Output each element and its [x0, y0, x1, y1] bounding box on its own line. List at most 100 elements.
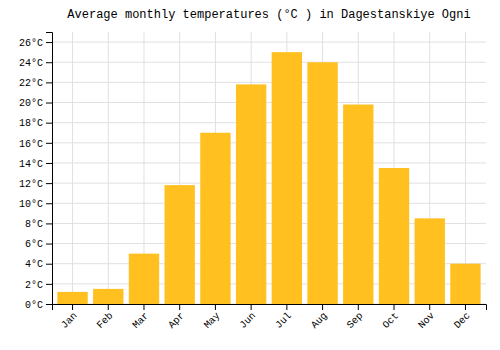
grid-line — [52, 42, 486, 43]
tick-label: Jan — [59, 310, 80, 331]
x-axis: Jan Feb Mar Apr May Jun Jul Aug Sep Oct Nov Dec — [53, 304, 487, 331]
tick: 26°C — [19, 38, 52, 49]
tick-mark — [465, 304, 466, 310]
grid — [52, 32, 486, 304]
tick: 18°C — [19, 118, 52, 129]
tick: Jun — [238, 304, 259, 331]
grid-line — [52, 102, 486, 103]
tick-label: Nov — [416, 310, 437, 331]
tick: Sep — [345, 304, 366, 331]
tick-label: 4°C — [25, 259, 43, 270]
tick: 4°C — [25, 259, 52, 270]
tick-label: 18°C — [19, 118, 43, 129]
tick: 20°C — [19, 98, 52, 109]
tick-mark — [322, 304, 323, 310]
grid-line — [52, 183, 486, 184]
tick-mark — [179, 304, 180, 310]
bar — [165, 185, 195, 304]
tick: 0°C — [25, 300, 52, 311]
bar — [415, 218, 445, 304]
tick: 12°C — [19, 179, 52, 190]
tick-label: Dec — [452, 310, 473, 331]
grid-line — [52, 142, 486, 143]
bar — [200, 133, 230, 304]
tick-label: May — [202, 310, 223, 331]
grid-line — [465, 32, 466, 304]
title: Average monthly temperatures (°C ) in Da… — [67, 8, 470, 22]
tick: Jul — [273, 304, 294, 331]
tick-label: 2°C — [25, 280, 43, 291]
tick-label: 8°C — [25, 219, 43, 230]
tick-mark — [46, 264, 52, 265]
bar — [236, 84, 266, 304]
tick-label: 22°C — [19, 78, 43, 89]
grid-line — [52, 82, 486, 83]
bars — [57, 52, 480, 304]
bar — [93, 289, 123, 304]
tick-label: 12°C — [19, 179, 43, 190]
tick: 2°C — [25, 280, 52, 291]
tick-label: 16°C — [19, 139, 43, 150]
tick-mark — [46, 123, 52, 124]
tick: 16°C — [19, 139, 52, 150]
tick-mark — [46, 183, 52, 184]
tick-label: Jun — [238, 310, 259, 331]
tick-label: Sep — [345, 310, 366, 331]
chart: 0°C 2°C 4°C 6°C 8°C 10°C 12°C 14°C 16°C 18°C 20°C 2… — [0, 0, 500, 350]
tick-mark — [46, 143, 52, 144]
tick-mark — [46, 42, 52, 43]
bar — [379, 168, 409, 304]
axis-line — [46, 33, 53, 305]
grid-line — [52, 62, 486, 63]
tick-mark — [394, 304, 395, 310]
tick: Aug — [309, 304, 330, 331]
axis-line — [53, 305, 487, 311]
grid-line — [72, 32, 73, 304]
bar — [57, 292, 87, 304]
tick-mark — [429, 304, 430, 310]
bar — [129, 254, 159, 304]
tick: Jan — [59, 304, 80, 331]
tick-mark — [46, 62, 52, 63]
grid-line — [108, 32, 109, 304]
bar — [272, 52, 302, 304]
tick: 8°C — [25, 219, 52, 230]
tick-label: Feb — [95, 310, 116, 331]
tick: Dec — [452, 304, 473, 331]
tick: May — [202, 304, 223, 331]
tick: Apr — [166, 304, 187, 331]
tick-label: Mar — [131, 310, 152, 331]
tick-mark — [108, 304, 109, 310]
tick-mark — [46, 223, 52, 224]
tick: 24°C — [19, 58, 52, 69]
tick: 14°C — [19, 159, 52, 170]
tick-label: 20°C — [19, 98, 43, 109]
tick-label: Aug — [309, 310, 330, 331]
bar — [307, 62, 337, 304]
tick-mark — [46, 304, 52, 305]
grid-line — [52, 162, 486, 163]
tick-label: Oct — [381, 310, 402, 331]
tick-label: 14°C — [19, 159, 43, 170]
grid-line — [52, 122, 486, 123]
tick-mark — [46, 203, 52, 204]
tick: Oct — [381, 304, 402, 331]
plot: 0°C 2°C 4°C 6°C 8°C 10°C 12°C 14°C 16°C 18°C 20°C 2… — [19, 32, 487, 331]
tick-mark — [46, 244, 52, 245]
tick-mark — [286, 304, 287, 310]
tick: Feb — [95, 304, 116, 331]
tick-mark — [215, 304, 216, 310]
tick-label: 6°C — [25, 239, 43, 250]
tick: Mar — [131, 304, 152, 331]
tick-label: 26°C — [19, 38, 43, 49]
tick: Nov — [416, 304, 437, 331]
tick-mark — [46, 103, 52, 104]
tick-mark — [143, 304, 144, 310]
tick-label: Apr — [166, 310, 187, 331]
bar — [450, 264, 480, 304]
y-axis: 0°C 2°C 4°C 6°C 8°C 10°C 12°C 14°C 16°C 18°C 20°C 2… — [19, 33, 53, 311]
tick-label: Jul — [273, 310, 294, 331]
tick-mark — [46, 82, 52, 83]
tick-label: 10°C — [19, 199, 43, 210]
bar — [343, 105, 373, 304]
